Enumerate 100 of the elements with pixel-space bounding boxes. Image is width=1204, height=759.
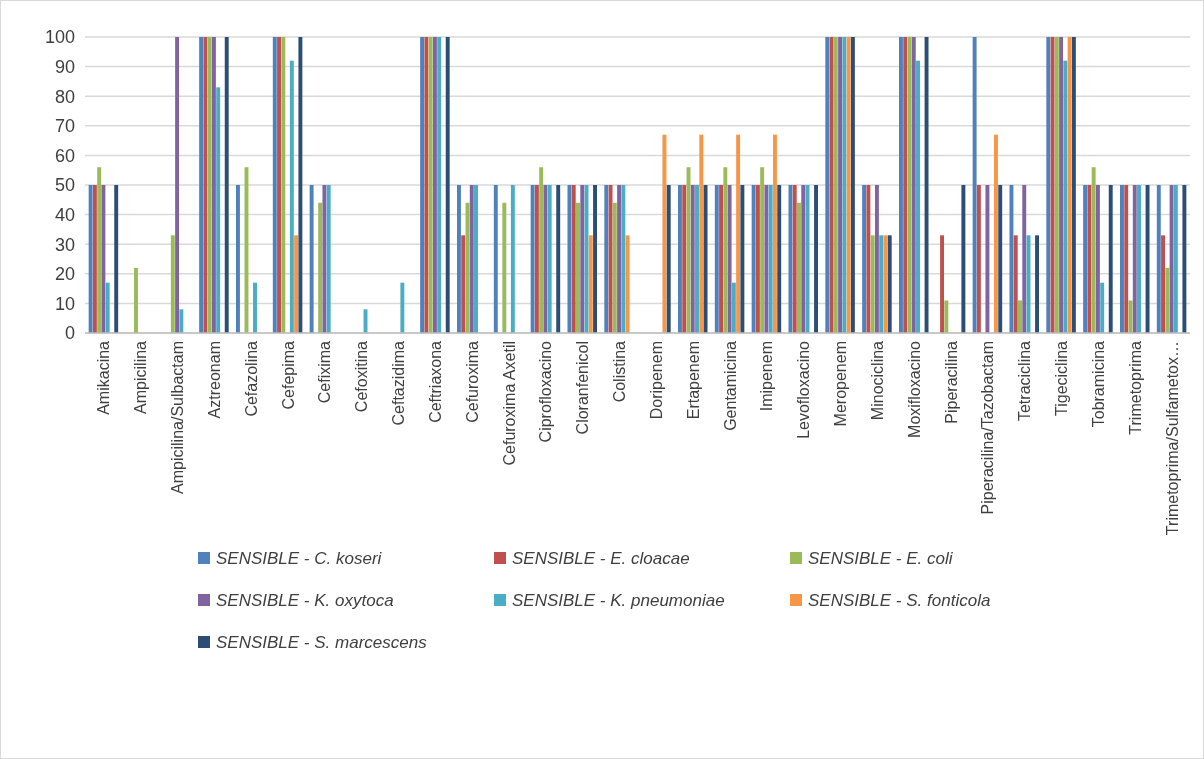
bar [1182,185,1187,333]
bar [1124,185,1129,333]
x-tick-label: Minociclina [868,340,886,421]
x-tick-label: Ampicilina [132,340,150,414]
x-tick-label: Cefoxitina [353,340,371,413]
bar [788,185,793,333]
bar [289,60,294,333]
legend-label: SENSIBLE - K. oxytoca [216,591,394,610]
bar [400,282,405,333]
bar [879,235,884,333]
bar [792,185,797,333]
bar [593,185,598,333]
bar [985,185,990,333]
bar [326,185,331,333]
legend-label: SENSIBLE - S. marcescens [216,633,428,652]
bar [1087,185,1092,333]
bar [772,134,777,333]
x-tick-label: Ampicilina/Sulbactam [169,341,187,494]
legend-label: SENSIBLE - E. cloacae [512,549,690,568]
bar [105,282,110,333]
bar [272,37,277,333]
bar [1100,282,1105,333]
bar [814,185,819,333]
y-tick-label: 90 [54,56,75,77]
x-tick-label: Colistina [611,340,629,403]
bar [580,185,585,333]
bar [88,185,93,333]
bar [801,185,806,333]
bar [294,235,299,333]
x-tick-label: Ciprofloxacino [537,340,555,443]
bar [940,235,945,333]
bar [224,37,229,333]
x-tick-label: Amikacina [95,340,113,415]
bar [530,185,535,333]
x-tick-label: Gentamicina [721,340,739,431]
bar [833,37,838,333]
bar [179,309,184,333]
bar [1067,37,1072,333]
bar [1145,185,1150,333]
bar [883,235,888,333]
x-tick-label: Aztreonam [205,341,223,419]
bar [621,185,626,333]
bar [924,37,929,333]
bar [1169,185,1174,333]
bar [944,300,949,333]
x-tick-label: Cefuroxima Axetil [500,341,518,466]
bar [740,185,745,333]
y-tick-label: 60 [54,145,75,166]
bar [1071,37,1076,333]
bar [666,185,671,333]
bar [846,37,851,333]
y-tick-label: 30 [54,234,75,255]
bar [235,185,240,333]
x-tick-label: Cefuroxima [463,340,481,423]
x-tick-label: Doripenem [647,341,665,420]
bar [203,37,208,333]
bar [699,134,704,333]
y-tick-label: 0 [64,323,75,344]
bar [134,267,138,333]
bar [1132,185,1137,333]
bar [604,185,609,333]
bar [1022,185,1027,333]
bar [829,37,834,333]
bar [755,185,760,333]
bar [502,202,507,333]
bar [764,185,769,333]
bar [1063,60,1068,333]
bar [92,185,97,333]
x-tick-label: Tobramicina [1089,340,1107,428]
bar [437,37,442,333]
bar [797,202,801,333]
x-tick-label: Tetraciclina [1016,340,1034,422]
bar [543,185,548,333]
bar [420,37,425,333]
x-tick-label: Levofloxacino [795,340,813,439]
bar [101,185,106,333]
bar [97,167,102,333]
bar [211,37,216,333]
bar [309,185,314,333]
x-tick-label: Cefepima [279,340,297,410]
x-tick-label: Imipenem [758,341,776,412]
bar [736,134,741,333]
bar [114,185,119,333]
bar [1083,185,1088,333]
x-tick-label: Moxifloxacino [905,340,923,438]
bar [719,185,724,333]
bar [1091,167,1096,333]
bar [870,235,875,333]
bar [534,185,539,333]
bar [207,37,212,333]
bar [690,185,695,333]
bar [318,202,323,333]
bar [298,37,303,333]
bar [866,185,871,333]
bar [825,37,830,333]
bar [976,185,981,333]
y-tick-label: 40 [54,204,75,225]
bar [874,185,879,333]
bar [1054,37,1059,333]
bar [1095,185,1100,333]
